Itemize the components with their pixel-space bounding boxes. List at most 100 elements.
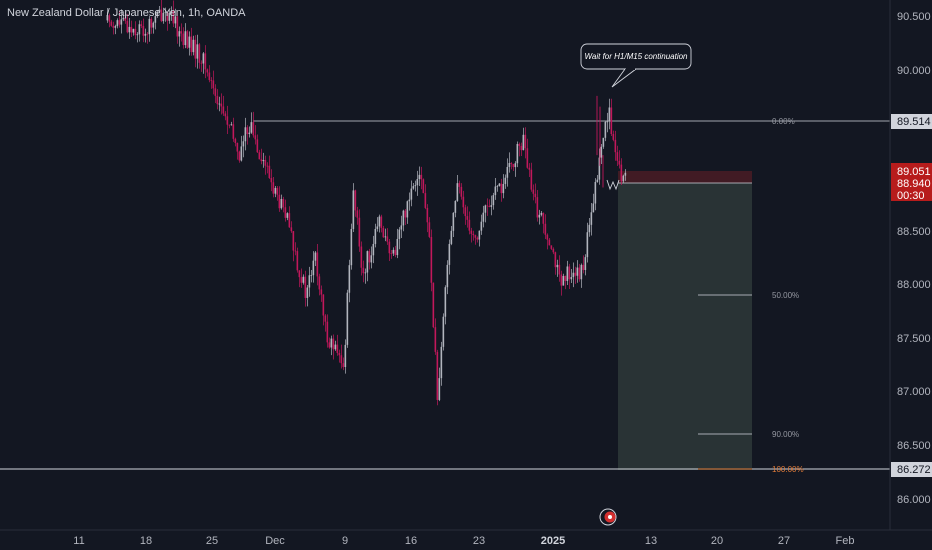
candle-body: [330, 338, 333, 348]
candle-body: [220, 103, 223, 107]
candle-body: [176, 16, 179, 37]
candle-body: [166, 12, 169, 21]
candle-body: [478, 230, 481, 240]
candle-body: [416, 179, 419, 186]
note-callout[interactable]: Wait for H1/M15 continuation: [580, 43, 692, 88]
candle-body: [336, 344, 339, 353]
x-tick-label: 16: [405, 535, 417, 547]
candle-body: [250, 122, 253, 133]
candle-body: [458, 183, 461, 187]
candle-body: [152, 22, 155, 28]
candle-body: [510, 163, 513, 164]
candle-body: [162, 12, 165, 22]
candle-body: [328, 342, 331, 348]
candle-body: [264, 160, 267, 166]
candle-body: [198, 44, 201, 63]
symbol-title: New Zealand Dollar / Japanese Yen, 1h, O…: [7, 7, 246, 19]
candle-body: [508, 163, 511, 167]
candle-body: [610, 107, 613, 135]
candle-body: [482, 212, 485, 222]
candle-body: [260, 159, 263, 162]
candle-body: [390, 253, 393, 255]
candle-body: [118, 20, 121, 25]
candle-body: [160, 9, 163, 22]
candle-body: [172, 10, 175, 24]
candle-body: [298, 270, 301, 278]
candle-body: [530, 169, 533, 190]
candle-body: [208, 72, 211, 81]
candle-body: [454, 200, 457, 213]
candle-body: [212, 80, 215, 89]
entry-marker: [606, 179, 620, 191]
candle-body: [290, 227, 293, 232]
candle-body: [504, 177, 507, 184]
candle-body: [326, 321, 329, 343]
candle-body: [202, 53, 205, 64]
candle-body: [376, 226, 379, 229]
candle-body: [382, 228, 385, 238]
candle-body: [490, 205, 493, 207]
candle-body: [134, 28, 137, 36]
candle-body: [158, 9, 161, 12]
price-axis[interactable]: 90.500 90.000 88.500 88.000 87.500 87.00…: [897, 11, 931, 506]
candle-body: [408, 199, 411, 202]
candle-body: [124, 17, 127, 21]
candle-body: [370, 255, 373, 263]
candle-body: [374, 228, 377, 244]
candle-body: [182, 33, 185, 46]
candle-body: [616, 152, 619, 161]
candle-body: [546, 234, 549, 240]
candle-body: [590, 212, 593, 225]
candle-body: [368, 251, 371, 263]
candle-body: [340, 355, 343, 364]
candle-body: [494, 186, 497, 196]
event-marker-icon[interactable]: [599, 508, 617, 526]
stop-loss-zone[interactable]: [618, 171, 752, 183]
candle-body: [538, 214, 541, 218]
time-axis[interactable]: 11 18 25 Dec 9 16 23 2025 13 20 27 Feb: [73, 535, 854, 547]
candle-body: [244, 127, 247, 142]
candle-body: [354, 190, 357, 211]
candle-body: [516, 143, 519, 164]
candle-body: [462, 196, 465, 208]
candle-body: [518, 143, 521, 146]
candle-body: [420, 174, 423, 180]
candle-body: [270, 178, 273, 183]
candle-body: [506, 166, 509, 178]
candle-body: [210, 80, 213, 81]
candle-body: [584, 257, 587, 271]
y-tick-label: 86.000: [897, 494, 931, 506]
candlestick-series: [106, 0, 627, 406]
candle-body: [404, 210, 407, 218]
y-tick-label: 88.000: [897, 279, 931, 291]
candle-body: [282, 198, 285, 208]
candle-body: [246, 127, 249, 135]
candle-body: [184, 31, 187, 46]
candle-body: [444, 287, 447, 317]
candle-body: [524, 134, 527, 149]
candle-body: [402, 210, 405, 226]
candle-body: [218, 103, 221, 105]
candle-body: [342, 363, 345, 368]
candle-body: [466, 216, 469, 220]
candle-body: [304, 276, 307, 298]
x-tick-label: 23: [473, 535, 485, 547]
candle-body: [520, 145, 523, 151]
candle-body: [126, 20, 129, 33]
candle-body: [308, 275, 311, 288]
candle-body: [436, 351, 439, 400]
candle-body: [450, 230, 453, 244]
candle-body: [378, 216, 381, 227]
y-tick-label: 87.500: [897, 333, 931, 345]
candle-body: [258, 152, 261, 160]
candle-body: [286, 213, 289, 218]
x-tick-label: 18: [140, 535, 152, 547]
candle-body: [154, 16, 157, 23]
candle-body: [106, 15, 109, 21]
y-tick-label: 86.500: [897, 440, 931, 452]
take-profit-zone[interactable]: [618, 183, 752, 470]
candle-body: [394, 249, 397, 256]
candle-body: [358, 217, 361, 247]
candle-body: [138, 24, 141, 35]
